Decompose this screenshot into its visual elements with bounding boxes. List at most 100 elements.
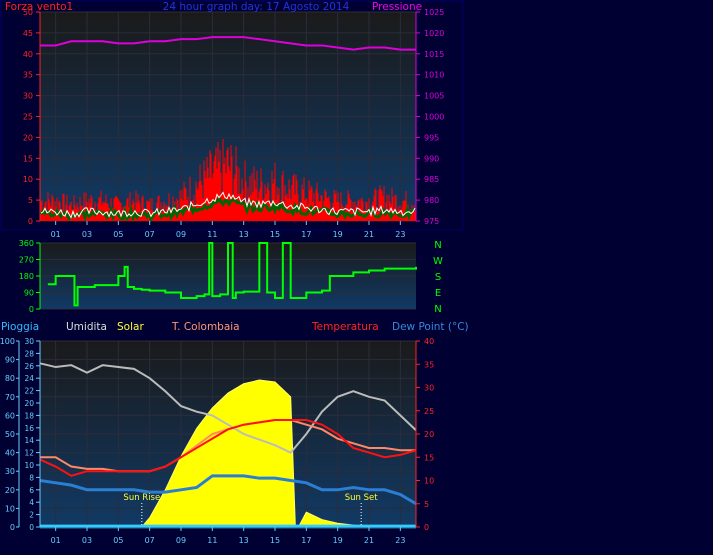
temp-time-tick-label: 03 <box>82 536 92 545</box>
legend-colombaia: T. Colombaia <box>171 321 240 333</box>
rain-tick-label: 0 <box>10 523 15 532</box>
pressure-tick-label: 980 <box>424 196 439 205</box>
pressure-tick-label: 990 <box>424 154 439 163</box>
compass-letter: N <box>434 304 441 315</box>
inner-tick-label: 8 <box>29 473 34 482</box>
wind-label: Forza vento1 <box>5 1 73 13</box>
pressure-tick-label: 1005 <box>424 92 444 101</box>
pressure-tick-label: 1025 <box>424 8 444 17</box>
pressure-line <box>40 36 416 51</box>
panel-frame <box>0 0 464 231</box>
wind-tick-label: 20 <box>23 133 33 142</box>
inner-tick-label: 12 <box>24 449 34 458</box>
temp-tick-label: 35 <box>424 360 434 369</box>
temp-time-tick-label: 05 <box>113 536 123 545</box>
pressure-tick-label: 985 <box>424 175 439 184</box>
time-tick-label: 03 <box>82 230 92 239</box>
temperature-line <box>39 419 417 477</box>
direction-tick-label: 0 <box>29 305 34 314</box>
wind-tick-label: 25 <box>23 113 33 122</box>
pressure-axis: 975 980 985 990 995 1000 1005 1010 1015 1020 1025 <box>415 8 444 226</box>
pressure-tick-label: 1015 <box>424 50 444 59</box>
time-tick-label: 17 <box>301 230 311 239</box>
temp-tick-label: 5 <box>424 500 429 509</box>
temp-tick-label: 15 <box>424 453 434 462</box>
temp-tick-label: 0 <box>424 523 429 532</box>
temp-tick-label: 20 <box>424 430 434 439</box>
rain-tick-label: 100 <box>0 337 15 346</box>
inner-tick-label: 14 <box>24 436 34 445</box>
time-tick-label: 19 <box>333 230 343 239</box>
temp-time-tick-label: 13 <box>239 536 249 545</box>
time-tick-label: 07 <box>145 230 155 239</box>
wind-axis: 0 5 10 15 20 25 30 35 40 45 50 <box>23 8 41 226</box>
legend-temperature: Temperatura <box>311 321 379 333</box>
temp-tick-label: 30 <box>424 384 434 393</box>
temp-time-tick-label: 23 <box>395 536 405 545</box>
temp-time-tick-label: 15 <box>270 536 280 545</box>
time-tick-label: 01 <box>51 230 61 239</box>
temp-tick-label: 10 <box>424 477 434 486</box>
rain-tick-label: 50 <box>5 430 15 439</box>
sunrise-label: Sun Rise <box>123 493 160 503</box>
temp-axes: 0102030405060708090100024681012141618202… <box>0 337 434 532</box>
temp-tick-label: 40 <box>424 337 434 346</box>
sunset-label: Sun Set <box>345 493 378 503</box>
time-tick-label: 13 <box>239 230 249 239</box>
direction-tick-label: 90 <box>24 289 34 298</box>
inner-tick-label: 26 <box>24 362 34 371</box>
rain-tick-label: 30 <box>5 467 15 476</box>
wind-tick-label: 5 <box>28 196 33 205</box>
pressure-tick-label: 1020 <box>424 29 444 38</box>
compass-letter: E <box>435 288 441 299</box>
legend-humidity: Umidita <box>66 321 107 333</box>
sun-annotations: Sun Rise Sun Set <box>123 493 378 527</box>
inner-tick-label: 2 <box>29 511 34 520</box>
chart-title: 24 hour graph day: 17 Agosto 2014 <box>163 1 350 13</box>
rain-tick-label: 20 <box>5 486 15 495</box>
time-tick-label: 21 <box>364 230 374 239</box>
compass-letter: S <box>435 272 441 283</box>
direction-tick-label: 360 <box>19 239 34 248</box>
pressure-tick-label: 1000 <box>424 113 444 122</box>
inner-tick-label: 10 <box>24 461 34 470</box>
temp-time-tick-label: 01 <box>51 536 61 545</box>
rain-tick-label: 90 <box>5 356 15 365</box>
humidity-line <box>39 362 417 454</box>
inner-tick-label: 28 <box>24 349 34 358</box>
wind-tick-label: 45 <box>23 29 33 38</box>
compass-letter: N <box>434 240 441 251</box>
temp-lines <box>39 362 417 528</box>
direction-line <box>47 242 417 307</box>
temp-time-tick-label: 11 <box>207 536 217 545</box>
legend-rain: Pioggia <box>1 321 39 333</box>
temp-time-axis: 01 03 05 07 09 11 13 15 17 19 21 23 <box>51 527 405 545</box>
pressure-tick-label: 1010 <box>424 71 444 80</box>
inner-tick-label: 20 <box>24 399 34 408</box>
inner-tick-label: 24 <box>24 374 34 383</box>
inner-tick-label: 6 <box>29 486 34 495</box>
temp-time-tick-label: 07 <box>145 536 155 545</box>
time-tick-label: 23 <box>395 230 405 239</box>
pressure-tick-label: 975 <box>424 217 439 226</box>
rain-tick-label: 10 <box>5 504 15 513</box>
temperature-panel: 0102030405060708090100024681012141618202… <box>0 321 469 545</box>
direction-tick-label: 270 <box>19 256 34 265</box>
inner-tick-label: 22 <box>24 387 34 396</box>
wind-tick-label: 30 <box>23 92 33 101</box>
pressure-label: Pressione <box>372 1 422 13</box>
inner-tick-label: 18 <box>24 411 34 420</box>
direction-series <box>47 242 417 307</box>
wind-tick-label: 0 <box>28 217 33 226</box>
avg-wind-line <box>39 195 416 223</box>
inner-tick-label: 16 <box>24 424 34 433</box>
time-tick-label: 09 <box>176 230 186 239</box>
temp-time-tick-label: 09 <box>176 536 186 545</box>
time-tick-label: 15 <box>270 230 280 239</box>
rain-tick-label: 70 <box>5 393 15 402</box>
time-tick-label: 05 <box>113 230 123 239</box>
time-axis: 01 03 05 07 09 11 13 15 17 19 21 23 <box>51 221 405 239</box>
compass-letter: W <box>433 256 443 267</box>
